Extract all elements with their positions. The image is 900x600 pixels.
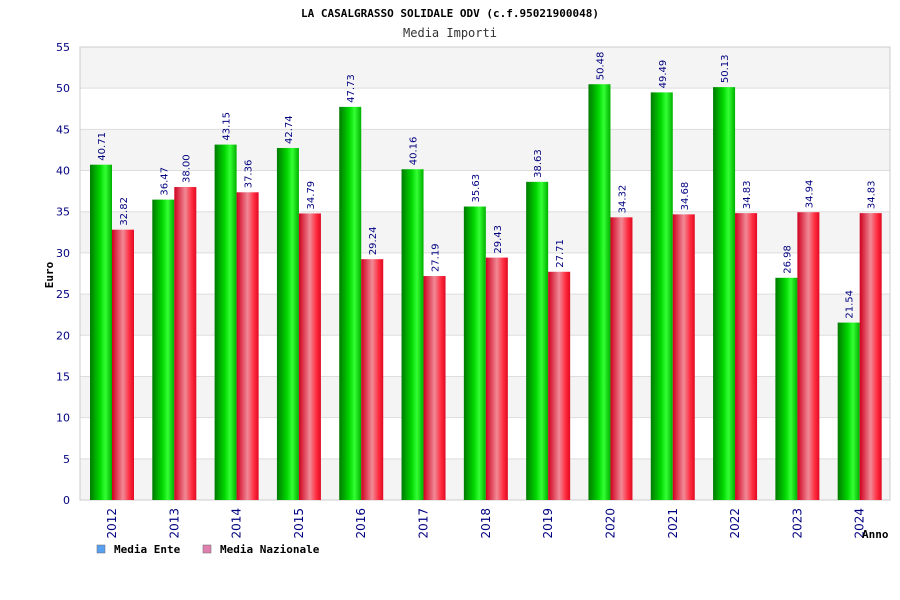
data-label-ente-2018: 35.63 — [471, 174, 482, 203]
bar-ente-2013 — [152, 199, 175, 500]
bar-nazionale-2012 — [112, 229, 134, 500]
bar-ente-2023 — [775, 277, 798, 500]
y-axis-ticks: 0 5 10 15 20 25 30 35 40 45 50 55 — [56, 41, 70, 507]
data-label-ente-2021: 49.49 — [658, 60, 669, 89]
data-label-ente-2024: 21.54 — [845, 290, 856, 319]
data-label-nazionale-2015: 34.79 — [306, 181, 317, 210]
bar-nazionale-2014 — [236, 192, 259, 500]
bars — [90, 84, 882, 501]
bar-nazionale-2017 — [423, 276, 446, 500]
x-tick-2018: 2018 — [479, 508, 493, 539]
x-tick-2013: 2013 — [167, 508, 181, 539]
data-label-nazionale-2023: 34.94 — [804, 180, 815, 209]
bar-ente-2015 — [276, 147, 299, 500]
bar-nazionale-2015 — [298, 213, 321, 500]
data-label-nazionale-2020: 34.32 — [617, 185, 628, 214]
data-label-nazionale-2013: 38.00 — [181, 154, 192, 183]
x-tick-2024: 2024 — [853, 508, 867, 539]
data-label-ente-2012: 40.71 — [97, 132, 108, 161]
data-label-nazionale-2018: 29.43 — [493, 225, 504, 254]
bar-nazionale-2018 — [485, 257, 508, 500]
plot-band-1 — [80, 129, 890, 171]
y-tick-5: 5 — [63, 453, 70, 466]
y-tick-30: 30 — [56, 247, 70, 260]
x-tick-2017: 2017 — [417, 508, 431, 539]
data-label-ente-2020: 50.48 — [595, 52, 606, 81]
legend-label-media-ente: Media Ente — [114, 543, 181, 556]
x-tick-2019: 2019 — [541, 508, 555, 539]
chart-subtitle: Media Importi — [403, 26, 497, 40]
x-tick-2015: 2015 — [292, 508, 306, 539]
chart-title: LA CASALGRASSO SOLIDALE ODV (c.f.9502190… — [301, 7, 599, 20]
y-tick-50: 50 — [56, 82, 70, 95]
x-tick-2014: 2014 — [230, 508, 244, 539]
legend-swatch-media-ente — [96, 544, 106, 554]
plot-band-0 — [80, 47, 890, 89]
bar-ente-2021 — [650, 92, 673, 501]
bar-nazionale-2019 — [548, 271, 571, 500]
bar-ente-2018 — [463, 206, 486, 500]
data-label-nazionale-2024: 34.83 — [867, 180, 878, 209]
x-axis-ticks: 2012 2013 2014 2015 2016 2017 2018 2019 2020 2021… — [105, 508, 867, 539]
data-label-nazionale-2019: 27.71 — [555, 239, 566, 268]
bar-ente-2014 — [214, 144, 237, 501]
y-tick-25: 25 — [56, 288, 70, 301]
legend: Media Ente Media Nazionale — [96, 543, 320, 556]
data-label-ente-2013: 36.47 — [159, 167, 170, 196]
bar-nazionale-2013 — [174, 187, 197, 500]
data-label-ente-2022: 50.13 — [720, 54, 731, 83]
data-label-nazionale-2022: 34.83 — [742, 180, 753, 209]
data-label-nazionale-2012: 32.82 — [119, 197, 130, 226]
legend-swatch-media-nazionale — [202, 544, 212, 554]
data-label-ente-2015: 42.74 — [284, 115, 295, 144]
bar-ente-2016 — [339, 106, 362, 501]
x-tick-2020: 2020 — [603, 508, 617, 539]
x-tick-2012: 2012 — [105, 508, 119, 539]
y-tick-0: 0 — [63, 494, 70, 507]
data-label-nazionale-2017: 27.19 — [431, 243, 442, 272]
data-label-ente-2014: 43.15 — [222, 112, 233, 141]
bar-ente-2022 — [713, 87, 736, 501]
y-tick-20: 20 — [56, 329, 70, 342]
bar-ente-2024 — [837, 322, 860, 500]
y-tick-15: 15 — [56, 370, 70, 383]
bar-nazionale-2024 — [859, 213, 882, 501]
y-tick-45: 45 — [56, 123, 70, 136]
data-label-nazionale-2014: 37.36 — [244, 160, 255, 189]
x-axis-label: Anno — [862, 528, 889, 541]
bar-nazionale-2021 — [672, 214, 695, 500]
bar-nazionale-2016 — [361, 259, 384, 500]
data-label-ente-2016: 47.73 — [346, 74, 357, 103]
data-label-ente-2019: 38.63 — [533, 149, 544, 178]
data-labels: 40.71 32.82 36.47 38.00 43.15 37.36 42.74 34.79… — [97, 52, 878, 319]
data-label-ente-2023: 26.98 — [782, 245, 793, 274]
y-axis-label: Euro — [43, 261, 56, 288]
bar-ente-2020 — [588, 84, 611, 500]
bar-nazionale-2022 — [735, 213, 758, 501]
legend-label-media-nazionale: Media Nazionale — [220, 543, 320, 556]
y-tick-55: 55 — [56, 41, 70, 54]
data-label-nazionale-2016: 29.24 — [368, 227, 379, 256]
x-tick-2022: 2022 — [728, 508, 742, 539]
bar-nazionale-2023 — [797, 212, 820, 501]
bar-ente-2017 — [401, 169, 424, 500]
bar-ente-2019 — [526, 181, 549, 500]
bar-ente-2012 — [90, 164, 112, 500]
data-label-nazionale-2021: 34.68 — [680, 182, 691, 211]
data-label-ente-2017: 40.16 — [409, 137, 420, 166]
y-tick-40: 40 — [56, 165, 70, 178]
y-tick-10: 10 — [56, 412, 70, 425]
bar-nazionale-2020 — [610, 217, 633, 500]
x-tick-2023: 2023 — [790, 508, 804, 539]
x-tick-2016: 2016 — [354, 508, 368, 539]
y-tick-35: 35 — [56, 206, 70, 219]
x-tick-2021: 2021 — [666, 508, 680, 539]
